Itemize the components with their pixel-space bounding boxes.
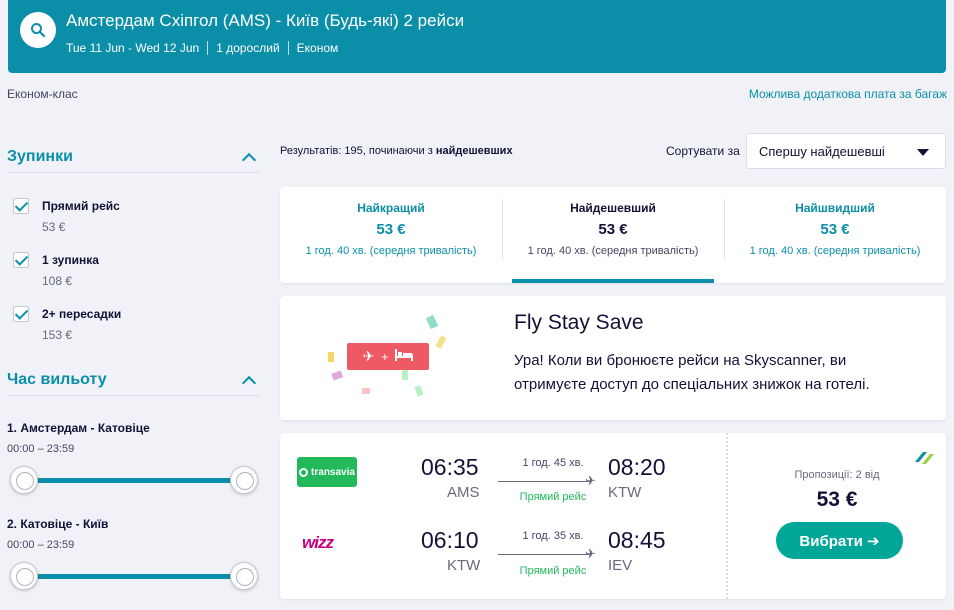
results-count-prefix: Результатів: 195, починаючи з [280,145,436,157]
offers-count: Пропозиції: 2 від [794,469,880,481]
search-icon [31,23,46,38]
tab-best[interactable]: Найкращий 53 € 1 год. 40 хв. (середня тр… [280,187,502,283]
caret-down-icon [917,149,929,156]
results-count: Результатів: 195, починаючи з найдешевши… [280,145,513,157]
outbound-leg: 06:35 AMS 1 год. 45 хв. ✈ Прямий рейс 08… [280,433,726,503]
route-line [498,481,590,482]
departure-airport: AMS [447,484,480,501]
tab-name: Найкращий [357,201,425,215]
one-stop-checkbox[interactable] [13,252,29,268]
baggage-fee-link[interactable]: Можлива додаткова плата за багаж [748,87,947,101]
departure-filter-title: Час вильоту [7,370,107,388]
search-summary-header[interactable]: Амстердам Схіпгол (AMS) - Київ (Будь-які… [8,0,946,73]
slider-end-handle[interactable] [230,466,258,494]
transavia-mark-icon [299,467,309,477]
airline-name: transavia [311,466,355,478]
tab-price: 53 € [598,221,628,238]
stops-filter-header[interactable]: Зупинки [7,141,260,173]
stop-price: 108 € [42,274,73,288]
promo-text: Ура! Коли ви бронюєте рейси на Skyscanne… [514,352,870,393]
promo-title: Fly Stay Save [514,311,644,334]
divider [287,41,289,55]
route-title: Амстердам Схіпгол (AMS) - Київ (Будь-які… [66,11,465,30]
leg-2-time-slider[interactable] [10,562,258,590]
stops-filter-title: Зупинки [7,147,73,165]
tab-duration: 1 год. 40 хв. (середня тривалість) [305,245,477,257]
leg-1-range: 00:00 – 23:59 [7,443,75,455]
plane-icon: ✈ [362,348,375,364]
tab-name: Найдешевший [570,201,656,215]
search-details: Tue 11 Jun - Wed 12 Jun 1 дорослий Еконо… [66,41,338,55]
cabin: Економ [296,41,339,55]
sort-label: Сортувати за [666,144,740,158]
travel-dates: Tue 11 Jun - Wed 12 Jun [66,41,200,55]
chevron-up-icon [242,373,256,387]
bed-icon [395,349,414,364]
arrival-airport: KTW [608,484,642,501]
tab-duration: 1 год. 40 хв. (середня тривалість) [527,245,699,257]
search-button[interactable] [20,12,56,48]
stop-label: Прямий рейс [42,199,120,213]
flight-price: 53 € [816,488,858,511]
slider-end-handle[interactable] [230,562,258,590]
tab-price: 53 € [376,221,406,238]
direct-checkbox[interactable] [13,198,29,214]
leg-1-label: 1. Амстердам - Катовіце [7,421,150,435]
chevron-up-icon [242,150,256,164]
two-plus-checkbox[interactable] [13,306,29,322]
select-button[interactable]: Вибрати ➔ [776,522,903,559]
cabin-class-label: Економ-клас [7,87,78,101]
tab-price: 53 € [820,221,850,238]
plus-sign: + [381,349,389,364]
stop-label: 2+ пересадки [42,307,122,321]
departure-time: 06:10 [421,527,479,553]
divider [207,41,209,55]
bookmark-tag-icon[interactable] [913,450,935,466]
card-divider [726,433,728,599]
leg-2-label: 2. Катовіце - Київ [7,517,109,531]
leg-2-range: 00:00 – 23:59 [7,539,75,551]
slider-start-handle[interactable] [10,466,38,494]
plane-icon: ✈ [585,473,596,488]
flight-duration: 1 год. 45 хв. [522,457,584,469]
tab-fastest[interactable]: Найшвидший 53 € 1 год. 40 хв. (середня т… [724,187,946,283]
stop-price: 53 € [42,220,66,234]
departure-time: 06:35 [421,454,479,480]
flight-hotel-badge: ✈ + [347,343,429,370]
tab-duration: 1 год. 40 хв. (середня тривалість) [749,245,921,257]
passengers: 1 дорослий [216,41,280,55]
stops-info: Прямий рейс [519,491,587,503]
sort-value: Спершу найдешевші [759,144,885,159]
sort-tabs: Найкращий 53 € 1 год. 40 хв. (середня тр… [280,187,946,283]
flight-result-card[interactable]: transavia wizz 06:35 AMS 1 год. 45 хв. ✈… [280,433,946,599]
fly-stay-save-promo[interactable]: ✈ + Fly Stay Save Ура! Коли ви бронюєте … [280,296,946,420]
route-line [498,554,590,555]
confetti-icon [328,314,447,397]
departure-airport: KTW [447,557,481,574]
arrival-time: 08:45 [608,527,666,553]
stop-price: 153 € [42,328,73,342]
arrival-airport: IEV [608,557,633,574]
transavia-logo: transavia [297,457,357,487]
slider-track [22,478,246,483]
return-leg: 06:10 KTW 1 год. 35 хв. ✈ Прямий рейс 08… [280,507,726,577]
slider-track [22,574,246,579]
tab-cheapest[interactable]: Найдешевший 53 € 1 год. 40 хв. (середня … [502,187,724,283]
stops-info: Прямий рейс [519,565,587,577]
slider-start-handle[interactable] [10,562,38,590]
results-count-sort: найдешевших [435,145,513,157]
departure-filter-header[interactable]: Час вильоту [7,364,260,396]
wizz-logo: wizz [302,533,334,552]
plane-icon: ✈ [585,546,596,561]
leg-1-time-slider[interactable] [10,466,258,494]
flight-duration: 1 год. 35 хв. [522,530,584,542]
sort-dropdown[interactable]: Спершу найдешевші [746,133,946,169]
tab-name: Найшвидший [795,201,875,215]
arrival-time: 08:20 [608,454,666,480]
stop-label: 1 зупинка [42,253,99,267]
promo-illustration: ✈ + [320,310,460,410]
